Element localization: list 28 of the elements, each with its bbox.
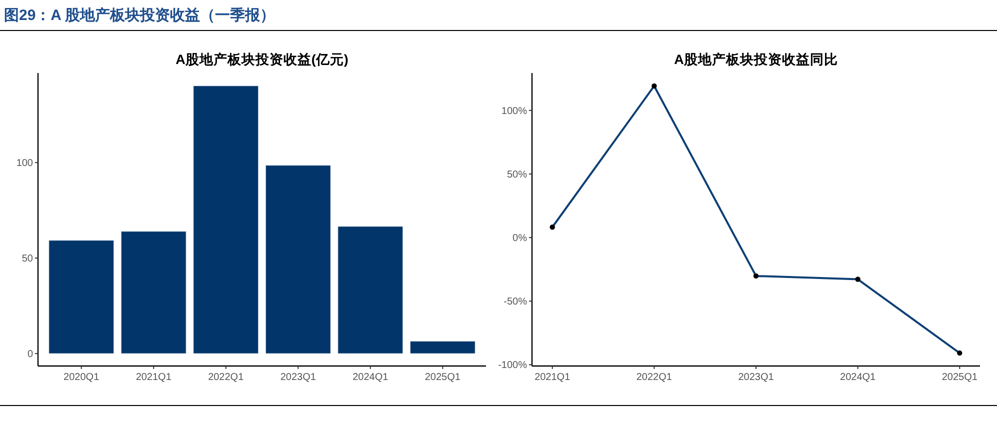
y-tick-label: 50 bbox=[22, 254, 34, 265]
chart-title: A股地产板块投资收益同比 bbox=[674, 51, 838, 67]
bar bbox=[410, 340, 476, 354]
x-tick-label: 2021Q1 bbox=[534, 372, 571, 383]
y-tick-label: 50% bbox=[506, 169, 528, 180]
x-tick-label: 2025Q1 bbox=[942, 372, 978, 383]
bar bbox=[338, 226, 404, 354]
x-tick-label: 2021Q1 bbox=[136, 372, 172, 383]
x-tick-label: 2023Q1 bbox=[738, 372, 774, 383]
x-tick-label: 2024Q1 bbox=[352, 372, 389, 383]
bar bbox=[48, 240, 114, 354]
x-tick-label: 2020Q1 bbox=[64, 372, 100, 383]
y-tick-label: 0% bbox=[512, 233, 528, 244]
y-tick-label: 100 bbox=[16, 158, 34, 170]
y-tick-label: 100% bbox=[501, 106, 528, 117]
y-tick-label: -100% bbox=[498, 360, 528, 372]
bar bbox=[193, 85, 259, 354]
y-tick-label: -50% bbox=[504, 296, 528, 308]
x-tick-label: 2023Q1 bbox=[280, 372, 316, 383]
x-tick-label: 2022Q1 bbox=[208, 372, 244, 383]
x-tick-label: 2022Q1 bbox=[636, 372, 672, 383]
bar bbox=[120, 231, 186, 354]
bar bbox=[265, 164, 331, 354]
x-tick-label: 2025Q1 bbox=[424, 372, 461, 383]
caption: 图29：A 股地产板块投资收益（一季报） bbox=[4, 7, 276, 24]
y-tick-label: 0 bbox=[27, 349, 34, 360]
x-tick-label: 2024Q1 bbox=[840, 372, 876, 383]
chart-title: A股地产板块投资收益(亿元) bbox=[176, 51, 348, 67]
